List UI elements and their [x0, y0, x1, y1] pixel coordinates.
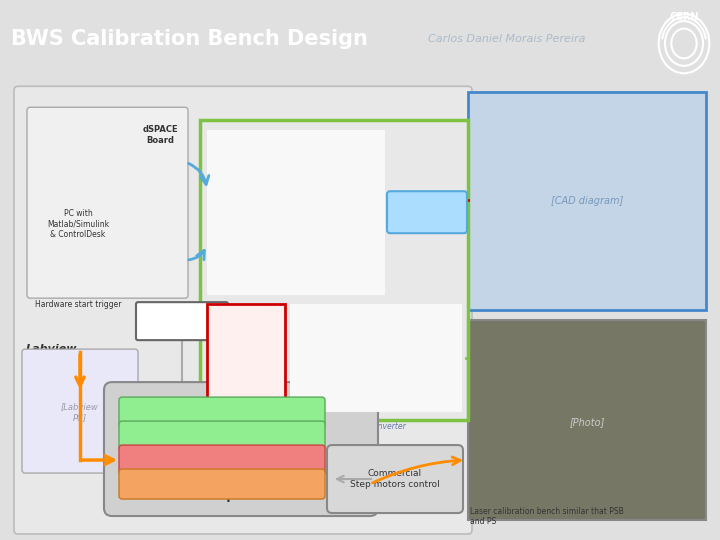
FancyBboxPatch shape: [14, 86, 472, 534]
Bar: [290, 304, 462, 412]
Bar: [207, 304, 285, 412]
Text: Switch mode power
supply and filters: Switch mode power supply and filters: [227, 198, 365, 226]
Text: BWS Calibration Bench Design: BWS Calibration Bench Design: [11, 29, 368, 49]
Text: Mesure des vibrations: Mesure des vibrations: [172, 456, 272, 464]
FancyBboxPatch shape: [119, 421, 325, 451]
FancyBboxPatch shape: [387, 191, 467, 233]
Text: 3-phase: 3-phase: [404, 207, 451, 217]
Bar: [200, 120, 468, 420]
FancyBboxPatch shape: [119, 469, 325, 499]
FancyBboxPatch shape: [104, 382, 378, 516]
Text: Laser calibration bench similar that PSB
and PS: Laser calibration bench similar that PSB…: [470, 507, 624, 526]
FancyBboxPatch shape: [119, 397, 325, 427]
Text: CERN: CERN: [670, 12, 698, 22]
Text: [CAD diagram]: [CAD diagram]: [551, 196, 623, 206]
Bar: [468, 320, 706, 520]
Text: Interface encodeur optique: Interface encodeur optique: [160, 431, 284, 441]
Text: Use FPGA Starter kit &
code of Kevin's Bachelor: Use FPGA Starter kit & code of Kevin's B…: [300, 347, 453, 369]
Text: Resolver to Digital Converter: Resolver to Digital Converter: [295, 422, 406, 431]
Text: PC with
Matlab/Simulink
& ControlDesk: PC with Matlab/Simulink & ControlDesk: [47, 210, 109, 239]
FancyBboxPatch shape: [22, 349, 138, 473]
FancyBboxPatch shape: [119, 445, 325, 475]
FancyBboxPatch shape: [27, 107, 188, 298]
Text: DSPACE-
FPGA
Interface
missing: DSPACE- FPGA Interface missing: [227, 338, 265, 378]
Text: [Photo]: [Photo]: [570, 417, 605, 427]
FancyBboxPatch shape: [327, 445, 463, 513]
Bar: [207, 130, 385, 295]
Text: Carlos Daniel Morais Pereira: Carlos Daniel Morais Pereira: [428, 34, 586, 44]
Text: Hardware start trigger: Hardware start trigger: [35, 300, 122, 309]
Text: Interface photodiode: Interface photodiode: [174, 480, 269, 489]
Text: Picoscope: Picoscope: [175, 489, 245, 502]
Bar: [468, 92, 706, 310]
Text: Commercial
Step motors control: Commercial Step motors control: [350, 469, 440, 489]
Text: Digital lines interface: Digital lines interface: [174, 408, 271, 416]
FancyBboxPatch shape: [136, 302, 228, 340]
Text: Labview: Labview: [26, 344, 78, 354]
Text: dSPACE
Board: dSPACE Board: [142, 125, 178, 145]
Text: Start trigger: Start trigger: [156, 316, 208, 326]
Text: [Labview
PC]: [Labview PC]: [61, 402, 99, 422]
